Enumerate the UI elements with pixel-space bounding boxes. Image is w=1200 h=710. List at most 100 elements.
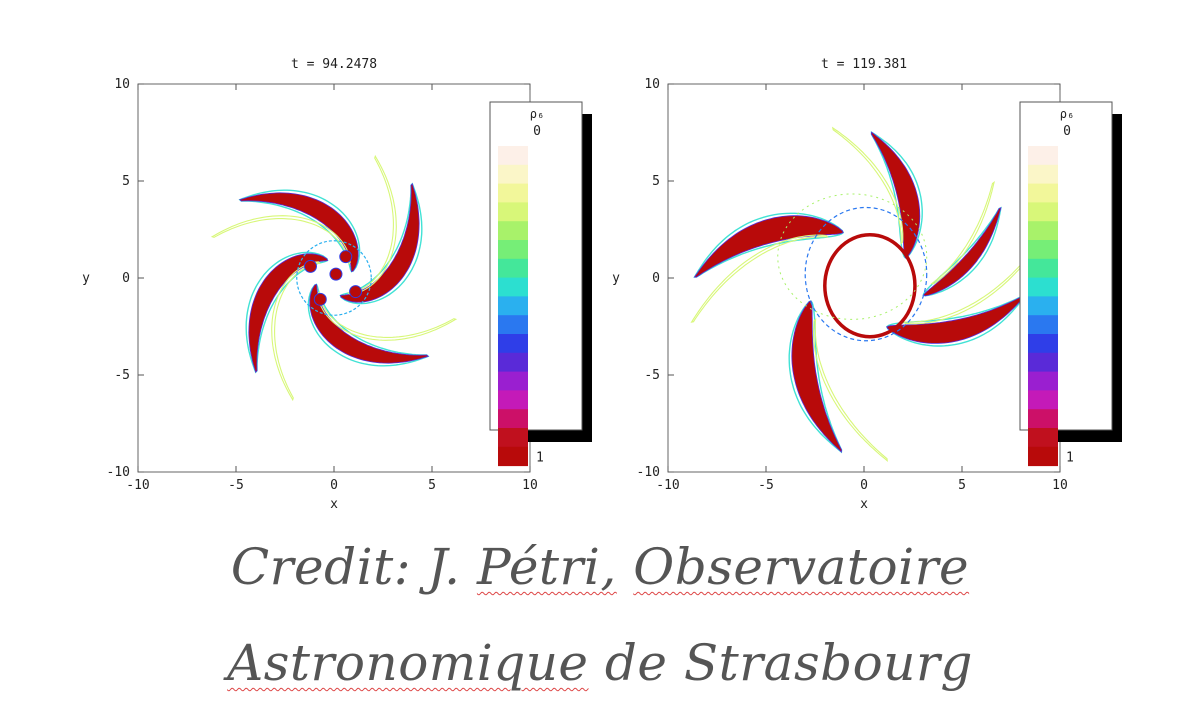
spiral-pattern [210,154,458,402]
inner-ring-halo [804,206,928,342]
credit-word: Strasbourg [683,634,973,692]
colorbar-swatch [498,390,528,410]
y-tick-label: 5 [122,174,130,189]
credit-word: Astronomique [227,634,589,692]
x-tick-label: -10 [656,478,679,493]
colorbar-swatch [498,277,528,297]
colorbar-swatch [498,409,528,429]
colorbar-swatch [1028,221,1058,241]
spiral-filament [271,261,321,402]
y-tick-label: 0 [652,271,660,286]
x-tick-label: -10 [126,478,149,493]
y-axis-label: y [612,271,620,286]
y-tick-label: 10 [644,77,660,92]
colorbar-swatch [498,164,528,185]
panel-title: t = 119.381 [821,57,907,72]
spiral-arm [922,207,1002,297]
colorbar-max-label: 1 [536,451,544,466]
credit-word: J. [427,538,461,596]
colorbar-swatch [498,221,528,241]
colorbar-swatch [498,183,528,203]
y-tick-label: -5 [114,368,130,383]
core-clump [349,285,363,299]
colorbar-swatch [1028,371,1058,391]
colorbar-min-label: 0 [533,124,541,139]
y-tick-label: -5 [644,368,660,383]
y-tick-label: 5 [652,174,660,189]
spiral-filament [812,318,888,462]
y-tick-label: -10 [107,465,130,480]
core-clump [303,259,317,273]
colorbar-swatch [1028,409,1058,429]
plot-area [667,83,1061,473]
credit-word: de [604,634,668,692]
x-tick-label: -5 [758,478,774,493]
spiral-arm [791,300,843,453]
spiral-filament [690,234,829,323]
colorbar-swatch [1028,202,1058,222]
x-tick-label: 10 [1052,478,1068,493]
core-clump [339,250,353,264]
colorbar-max-label: 1 [1066,451,1074,466]
x-tick-label: 5 [428,478,436,493]
core-clump [313,292,327,306]
colorbar-label: ρ₆ [1060,107,1074,121]
spiral-filament [210,215,351,265]
colorbar-swatch [498,202,528,222]
colorbar-swatch [498,296,528,316]
spiral-filament [831,126,904,245]
colorbar-swatch [1028,277,1058,297]
x-tick-label: 5 [958,478,966,493]
colorbar-swatch [498,352,528,373]
colorbar-swatch [498,146,528,166]
y-tick-label: 0 [122,271,130,286]
y-axis-label: y [82,271,90,286]
spiral-filament [930,181,996,285]
x-tick-label: 0 [860,478,868,493]
colorbar-swatch [1028,146,1058,166]
y-tick-label: -10 [637,465,660,480]
colorbar-swatch [1028,183,1058,203]
credit-word: Pétri, [476,538,617,596]
colorbar-swatch [498,371,528,391]
colorbar-min-label: 0 [1063,124,1071,139]
credit-line-1: Credit: J. Pétri, Observatoire [0,538,1200,596]
x-tick-label: 0 [330,478,338,493]
colorbar-swatch [1028,352,1058,373]
colorbar-swatch [498,446,528,467]
y-tick-label: 10 [114,77,130,92]
x-axis-label: x [330,497,338,512]
panel-1: t = 94.2478 -10 -5 0 5 10 10 5 0 -5 -10 x y ρ₆ 0 1 [82,57,592,512]
core-ring [296,240,372,316]
core-clump [329,267,343,281]
colorbar-swatch [498,334,528,354]
colorbar-swatch [1028,164,1058,185]
spiral-pattern [690,126,1034,462]
colorbar-swatch [1028,446,1058,467]
inner-ring [823,233,917,339]
panel-2: t = 119.381 -10 -5 0 5 10 10 5 0 -5 -10 x y ρ₆ 0 1 [612,57,1122,512]
colorbar-swatch [498,315,528,335]
colorbar-swatch [1028,390,1058,410]
panel-title: t = 94.2478 [291,57,377,72]
colorbar-swatch [1028,428,1058,448]
colorbar-swatch [498,240,528,260]
colorbar-swatch [1028,315,1058,335]
colorbar-swatch [1028,334,1058,354]
credit-word: Credit: [230,538,412,596]
x-tick-label: -5 [228,478,244,493]
colorbar-swatch [498,428,528,448]
credit-word: Observatoire [633,538,970,596]
credit-line-2: Astronomique de Strasbourg [0,634,1200,692]
colorbar-swatch [498,258,528,279]
spiral-arm [693,215,844,278]
colorbar-swatch [1028,296,1058,316]
colorbar-swatch [1028,240,1058,260]
spiral-filament [347,154,397,295]
colorbar-label: ρ₆ [530,107,544,121]
x-tick-label: 10 [522,478,538,493]
spiral-filament [317,291,458,341]
x-axis-label: x [860,497,868,512]
colorbar-swatch [1028,258,1058,279]
